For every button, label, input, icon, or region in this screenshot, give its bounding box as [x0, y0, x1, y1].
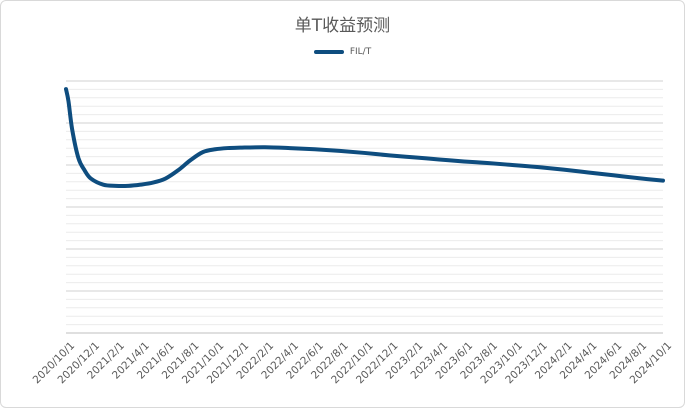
chart-title: 单T收益预测	[294, 16, 391, 36]
legend-label: FIL/T	[349, 47, 372, 57]
x-axis-ticks: 2020/10/12020/12/12021/2/12021/4/12021/6…	[31, 340, 675, 387]
legend: FIL/T	[1, 47, 684, 57]
gridlines	[66, 80, 663, 334]
legend-swatch	[313, 50, 344, 54]
series-line-fil-t	[64, 87, 665, 189]
